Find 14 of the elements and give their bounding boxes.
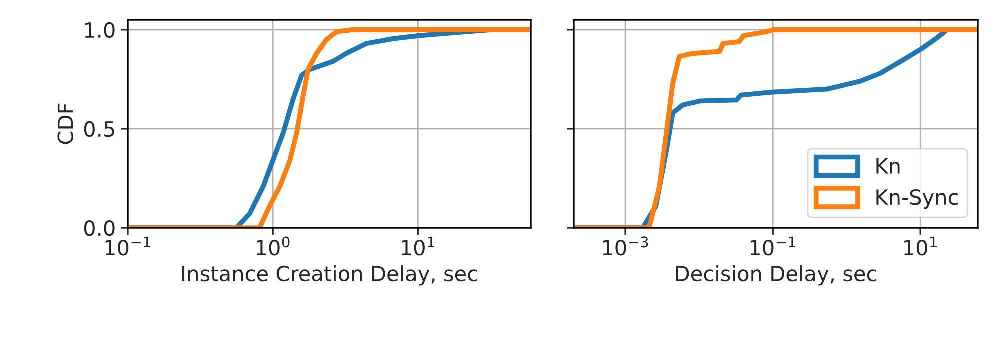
x-tick-label: 10$^{1}$	[402, 236, 434, 256]
x-axis-title: Decision Delay, sec	[676, 266, 876, 286]
legend-label: Kn-Sync	[876, 189, 958, 210]
y-axis-title: CDF	[58, 104, 74, 144]
x-tick-label: 10$^{0}$	[257, 236, 290, 256]
y-tick-label: 0.5	[84, 121, 114, 138]
legend-label: Kn	[876, 158, 900, 174]
x-tick-label: 10$^{1}$	[904, 236, 937, 256]
x-tick-label: 10$^{−3}$	[603, 236, 648, 256]
x-tick-label: 10$^{−1}$	[106, 236, 150, 256]
x-axis-title: Instance Creation Delay, sec	[182, 266, 478, 286]
y-tick-label: 0.0	[84, 220, 115, 236]
y-tick-label: 1.0	[85, 22, 115, 38]
x-tick-label: 10$^{−1}$	[750, 236, 796, 256]
